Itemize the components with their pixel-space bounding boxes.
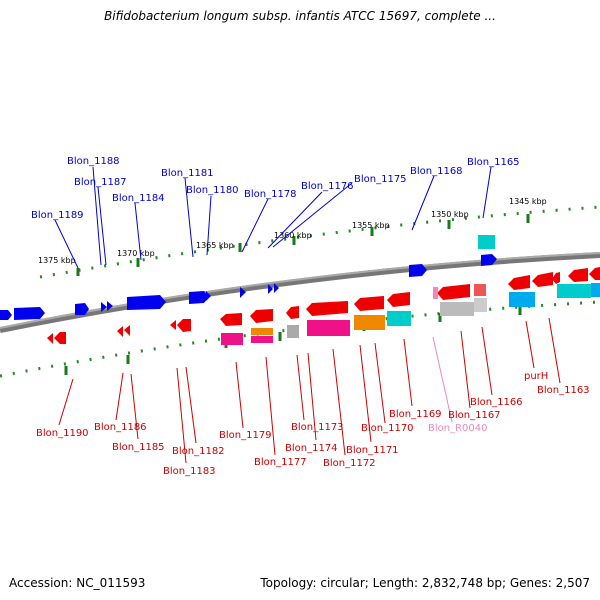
gene-label[interactable]: Blon_1174: [285, 443, 338, 454]
label-leaders-bottom: [58, 317, 561, 464]
feature-box-gray[interactable]: [287, 325, 299, 338]
gene-arrow[interactable]: [268, 284, 273, 294]
gene-arrow[interactable]: [274, 283, 279, 293]
gene-label[interactable]: Blon_1180: [186, 185, 239, 196]
feature-box-gray[interactable]: [474, 298, 487, 312]
gene-label[interactable]: Blon_1175: [354, 174, 407, 185]
gene-arrow[interactable]: [532, 272, 553, 287]
gene-arrow[interactable]: [124, 325, 130, 336]
gene-arrow[interactable]: [177, 319, 191, 332]
scale-label-1360: 1360 kbp: [274, 231, 312, 240]
feature-box-skyblue[interactable]: [509, 292, 535, 307]
gene-label[interactable]: Blon_1179: [219, 430, 272, 441]
gene-arrow[interactable]: [568, 268, 588, 282]
gene-label[interactable]: Blon_1188: [67, 156, 120, 167]
gene-label[interactable]: Blon_1182: [172, 446, 225, 457]
scale-label-1345: 1345 kbp: [509, 197, 547, 206]
scale-label-1365: 1365 kbp: [196, 241, 234, 250]
scale-label-1370: 1370 kbp: [117, 249, 155, 258]
gene-arrow[interactable]: [206, 291, 211, 301]
gene-label[interactable]: Blon_1167: [448, 410, 501, 421]
gene-arrow[interactable]: [481, 254, 497, 266]
gene-arrow[interactable]: [250, 309, 273, 323]
gene-label[interactable]: Blon_1171: [346, 445, 399, 456]
gene-label[interactable]: Blon_1165: [467, 157, 520, 168]
gene-arrow[interactable]: [240, 287, 246, 298]
feature-box-cyan[interactable]: [557, 284, 591, 298]
gene-arrow[interactable]: [220, 313, 242, 326]
gene-label[interactable]: Blon_1185: [112, 442, 165, 453]
gene-label[interactable]: Blon_1186: [94, 422, 147, 433]
gene-arrow[interactable]: [117, 326, 123, 337]
gene-arrow[interactable]: [589, 267, 600, 280]
gene-label[interactable]: Blon_1189: [31, 210, 84, 221]
gene-arrow[interactable]: [286, 306, 299, 319]
scale-label-1375: 1375 kbp: [38, 256, 76, 265]
gene-arrow[interactable]: [189, 291, 209, 304]
gene-arrow[interactable]: [170, 320, 176, 330]
gene-label[interactable]: Blon_1166: [470, 397, 523, 408]
major-ticks-top: [76, 214, 530, 276]
gene-label[interactable]: Blon_1184: [112, 193, 165, 204]
accession-text: Accession: NC_011593: [9, 576, 146, 590]
gene-arrow[interactable]: [437, 284, 470, 300]
feature-box-gray[interactable]: [440, 302, 474, 316]
gene-label[interactable]: Blon_1173: [291, 422, 344, 433]
label-leader-pseudo: [432, 336, 453, 423]
gene-label[interactable]: Blon_1169: [389, 409, 442, 420]
scale-arc-bottom: [0, 300, 600, 378]
gene-arrow[interactable]: [54, 332, 66, 344]
gene-arrow[interactable]: [75, 303, 89, 315]
scale-arc-top: [39, 205, 600, 279]
feature-box-cyan[interactable]: [387, 311, 411, 326]
gene-arrow[interactable]: [306, 301, 348, 316]
gene-label[interactable]: Blon_1163: [537, 385, 590, 396]
gene-label[interactable]: purH: [524, 371, 548, 382]
gene-label[interactable]: Blon_1170: [361, 423, 414, 434]
gene-label[interactable]: Blon_1181: [161, 168, 214, 179]
label-leaders-top: [54, 166, 492, 269]
gene-box[interactable]: [474, 284, 486, 296]
genome-backbone-highlight: [0, 252, 600, 329]
gene-label-pseudo[interactable]: Blon_R0040: [428, 423, 488, 434]
gene-arrow[interactable]: [354, 296, 384, 311]
gene-label[interactable]: Blon_1172: [323, 458, 376, 469]
feature-box-cyan[interactable]: [591, 283, 600, 297]
gene-arrow[interactable]: [0, 310, 12, 320]
reverse-genes: [47, 267, 600, 344]
feature-box-orange[interactable]: [251, 328, 273, 335]
gene-label[interactable]: Blon_1178: [244, 189, 297, 200]
gene-arrow[interactable]: [508, 275, 530, 290]
gene-label[interactable]: Blon_1176: [301, 181, 354, 192]
feature-box-magenta[interactable]: [251, 336, 273, 343]
gene-arrow[interactable]: [387, 292, 410, 307]
genome-title: Bifidobacterium longum subsp. infantis A…: [104, 9, 496, 23]
feature-box-magenta[interactable]: [221, 333, 243, 345]
gene-label[interactable]: Blon_1177: [254, 457, 307, 468]
feature-box-orange[interactable]: [354, 315, 385, 330]
gene-label[interactable]: Blon_1183: [163, 466, 216, 477]
gene-arrow[interactable]: [47, 333, 53, 344]
pseudo-gene-mark[interactable]: [433, 287, 438, 299]
gene-arrow[interactable]: [14, 307, 45, 320]
gene-label[interactable]: Blon_1190: [36, 428, 89, 439]
gene-arrow[interactable]: [552, 272, 560, 284]
gene-arrow[interactable]: [409, 264, 427, 277]
feature-box-magenta[interactable]: [307, 320, 350, 336]
forward-genes: [0, 254, 497, 320]
gene-arrow[interactable]: [107, 301, 113, 311]
genome-summary-text: Topology: circular; Length: 2,832,748 bp…: [260, 576, 590, 590]
gene-arrow[interactable]: [101, 302, 107, 312]
scale-label-1355: 1355 kbp: [352, 221, 390, 230]
gene-arrow[interactable]: [127, 295, 166, 310]
feature-box-cyan[interactable]: [478, 235, 495, 249]
gene-label[interactable]: Blon_1168: [410, 166, 463, 177]
gene-label[interactable]: Blon_1187: [74, 177, 127, 188]
scale-label-1350: 1350 kbp: [431, 210, 469, 219]
feature-boxes: [221, 235, 600, 345]
